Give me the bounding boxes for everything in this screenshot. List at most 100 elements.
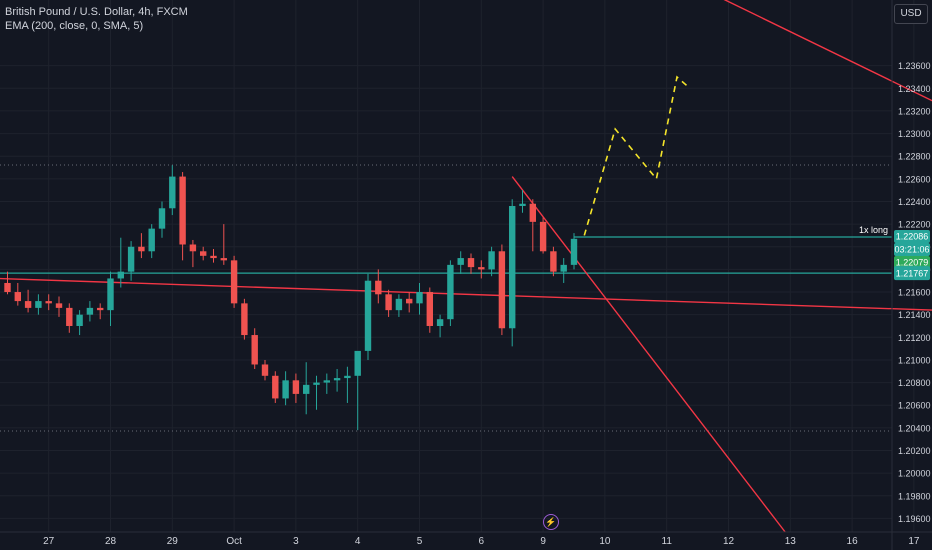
candle-down [375, 280, 382, 295]
price-label-bg [894, 256, 930, 270]
candle-up [158, 208, 166, 229]
price-tick-label: 1.20200 [898, 446, 931, 456]
candle-down [4, 282, 11, 293]
indicator-title: EMA (200, close, 0, SMA, 5) [5, 20, 144, 32]
candle-up [519, 203, 526, 207]
candle-down [14, 292, 21, 302]
candle-up [509, 206, 516, 329]
price-tick-label: 1.21000 [898, 355, 931, 365]
time-tick-label: 3 [293, 536, 299, 547]
candle-up [560, 264, 567, 272]
price-tick-label: 1.23000 [898, 129, 931, 139]
candle-down [220, 258, 227, 261]
price-tick-label: 1.23400 [898, 84, 931, 94]
candle-up [107, 278, 114, 311]
price-tick-label: 1.21200 [898, 333, 931, 343]
time-tick-label: 4 [355, 536, 361, 547]
candle-down [200, 251, 207, 256]
candle-up [169, 176, 176, 209]
candle-up [76, 314, 83, 326]
candle-up [570, 238, 578, 265]
candle-down [45, 301, 52, 304]
price-tick-label: 1.19600 [898, 514, 931, 524]
price-tick-label: 1.20800 [898, 378, 931, 388]
candle-up [313, 382, 320, 385]
candle-down [406, 298, 413, 304]
price-tick-label: 1.23200 [898, 106, 931, 116]
trendlines [0, 0, 932, 533]
candle-down [24, 301, 32, 308]
candle-up [148, 228, 155, 252]
candle-down [66, 307, 73, 326]
candle-up [436, 319, 444, 326]
time-tick-label: 11 [662, 536, 673, 547]
horizontal-levels: 1x long [0, 164, 892, 432]
price-tick-label: 1.22600 [898, 174, 931, 184]
candle-down [179, 176, 186, 245]
lightning-icon[interactable]: ⚡ [543, 514, 559, 530]
candle-up [117, 271, 124, 279]
time-tick-label: 6 [479, 536, 485, 547]
candle-down [498, 251, 506, 329]
candle-down [467, 258, 475, 268]
candle-down [138, 246, 145, 252]
chart-legend: British Pound / U.S. Dollar, 4h, FXCM EM… [5, 5, 188, 33]
candles [4, 165, 578, 431]
price-label: 1.21767 [896, 269, 929, 279]
price-label: 1.22079 [896, 258, 929, 268]
candle-up [35, 301, 42, 308]
candle-down [539, 221, 547, 252]
price-tick-label: 1.19800 [898, 491, 931, 501]
time-tick-label: 5 [417, 536, 423, 547]
candle-up [344, 375, 351, 379]
time-tick-label: 13 [785, 536, 797, 547]
candle-down [241, 303, 248, 336]
candle-down [292, 380, 300, 394]
candle-down [251, 335, 258, 365]
price-tick-label: 1.22200 [898, 220, 931, 230]
candle-up [323, 380, 330, 383]
candle-up [86, 307, 94, 315]
candle-up [333, 378, 341, 381]
price-label-bg [894, 243, 930, 257]
candle-up [395, 298, 403, 311]
time-tick-label: 17 [908, 536, 920, 547]
price-tick-label: 1.21400 [898, 310, 931, 320]
trendline-1 [0, 277, 932, 311]
time-axis: 27 28 29 Oct 3 4 5 6 9 10 11 12 13 16 17 [0, 531, 932, 547]
time-tick-label: 9 [540, 536, 546, 547]
candle-down [272, 375, 279, 399]
price-tick-label: 1.21600 [898, 288, 931, 298]
time-tick-label: 12 [723, 536, 735, 547]
long-position-label: 1x long [859, 225, 888, 235]
candle-down [385, 294, 392, 311]
time-tick-label: 27 [43, 536, 55, 547]
candle-down [210, 255, 217, 259]
symbol-title: British Pound / U.S. Dollar, 4h, FXCM [5, 6, 188, 18]
candle-up [447, 264, 454, 320]
bar-countdown: 03:21:06 [894, 245, 929, 255]
candle-up [416, 292, 423, 304]
price-tick-label: 1.20600 [898, 401, 931, 411]
price-axis: 1.19600 1.19800 1.20000 1.20200 1.20400 1.206… [891, 0, 931, 550]
candle-down [426, 292, 433, 326]
currency-button[interactable]: USD [894, 4, 928, 24]
price-tick-label: 1.23600 [898, 61, 931, 71]
price-tick-label: 1.20000 [898, 469, 931, 479]
price-tick-label: 1.22800 [898, 152, 931, 162]
time-tick-label: Oct [226, 536, 242, 547]
candle-up [282, 380, 289, 399]
price-tick-label: 1.22400 [898, 197, 931, 207]
candle-up [488, 251, 495, 270]
time-tick-label: 28 [105, 536, 117, 547]
trendline-3 [511, 176, 786, 533]
candle-up [303, 384, 310, 394]
time-tick-label: 10 [599, 536, 611, 547]
candle-down [189, 244, 197, 252]
price-label-bg [894, 230, 930, 244]
grid [0, 0, 915, 532]
candle-down [478, 267, 485, 270]
price-tick-label: 1.20400 [898, 423, 931, 433]
time-tick-label: 16 [847, 536, 859, 547]
